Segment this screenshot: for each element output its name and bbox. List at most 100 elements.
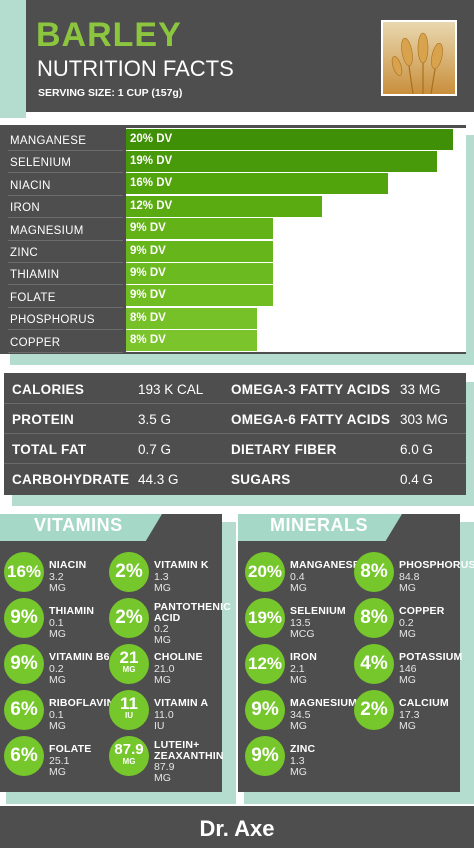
dv-bar	[126, 128, 453, 150]
nutrient-name: MANGANESE	[290, 559, 361, 571]
fact-label: TOTAL FAT	[12, 442, 87, 457]
nutrient-name: ZINC	[290, 743, 316, 755]
fact-label: PROTEIN	[12, 412, 75, 427]
nutrient-circle: 2%	[109, 598, 149, 638]
nutrient-percent: 2%	[115, 561, 143, 582]
nutrient-amount: 0.2 MG	[49, 663, 66, 686]
nutrient-percent: 2%	[360, 699, 388, 720]
nutrient-name: LUTEIN+ ZEAXANTHIN	[154, 739, 224, 762]
nutrient-percent: 21	[119, 648, 139, 667]
fact-label: CARBOHYDRATE	[12, 472, 130, 487]
serving-size: SERVING SIZE: 1 CUP (157g)	[38, 87, 183, 99]
nutrient-name: CHOLINE	[154, 651, 203, 663]
dv-bar-label: 9% DV	[130, 289, 166, 302]
fact-label: OMEGA-3 FATTY ACIDS	[231, 382, 391, 397]
nutrient-name: VITAMIN K	[154, 559, 209, 571]
dv-bar	[126, 195, 323, 217]
nutrient-name: COPPER	[399, 605, 445, 617]
nutrient-amount: 21.0 MG	[154, 663, 175, 686]
facts-table: CALORIES 193 K CAL OMEGA-3 FATTY ACIDS 3…	[4, 373, 466, 495]
nutrient-amount: 25.1 MG	[49, 755, 70, 778]
facts-row: CALORIES 193 K CAL OMEGA-3 FATTY ACIDS 3…	[4, 375, 466, 404]
minerals-title: MINERALS	[270, 515, 368, 535]
facts-row: CARBOHYDRATE 44.3 G SUGARS 0.4 G	[4, 465, 466, 494]
nutrient-circle: 9%	[4, 598, 44, 638]
nutrient-name: IRON	[290, 651, 318, 663]
vitamins-ribbon	[0, 514, 162, 541]
fact-value: 0.4 G	[400, 472, 434, 487]
nutrient-amount: 0.2 MG	[399, 617, 416, 640]
nutrient-unit: MG	[122, 665, 136, 674]
nutrient-percent: 9%	[251, 699, 279, 720]
nutrient-percent: 9%	[10, 653, 38, 674]
nutrient-circle: 8%	[354, 552, 394, 592]
nutrient-percent: 9%	[10, 607, 38, 628]
dv-label: NIACIN	[8, 175, 123, 196]
nutrient-amount: 0.1 MG	[49, 709, 66, 732]
dv-bar	[126, 330, 257, 352]
nutrient-percent: 4%	[360, 653, 388, 674]
nutrient-percent: 8%	[360, 607, 388, 628]
dv-label: IRON	[8, 197, 123, 219]
nutrient-name: VITAMIN A	[154, 697, 209, 709]
dv-label: ZINC	[8, 242, 123, 263]
facts-row: TOTAL FAT 0.7 G DIETARY FIBER 6.0 G	[4, 435, 466, 464]
fact-value: 44.3 G	[138, 472, 179, 487]
dv-bar-label: 9% DV	[130, 244, 166, 257]
nutrient-amount: 0.1 MG	[49, 617, 66, 640]
fact-value: 193 K CAL	[138, 382, 204, 397]
fact-value: 303 MG	[400, 412, 449, 427]
nutrient-unit: MG	[122, 757, 136, 766]
vitamins-title: VITAMINS	[34, 515, 123, 535]
nutrient-circle: 20%	[245, 552, 285, 592]
fact-value: 6.0 G	[400, 442, 434, 457]
nutrient-circle: 16%	[4, 552, 44, 592]
nutrient-name: SELENIUM	[290, 605, 346, 617]
dv-label: MANGANESE	[8, 130, 123, 151]
nutrient-name: RIBOFLAVIN	[49, 697, 115, 709]
nutrient-percent: 87.9	[114, 741, 144, 758]
nutrient-amount: 1.3 MG	[154, 571, 171, 594]
nutrient-amount: 11.0 IU	[154, 709, 174, 732]
nutrient-circle: 21 MG	[109, 644, 149, 684]
nutrient-percent: 6%	[10, 699, 38, 720]
nutrient-amount: 3.2 MG	[49, 571, 66, 594]
nutrient-amount: 13.5 MCG	[290, 617, 315, 640]
brand-logo: Dr. Axe	[199, 816, 275, 841]
nutrient-circle: 9%	[245, 736, 285, 776]
dv-bar	[126, 173, 388, 195]
dv-bar	[126, 307, 257, 329]
dv-bar	[126, 262, 274, 284]
dv-label: FOLATE	[8, 287, 123, 308]
dv-bar-label: 8% DV	[130, 334, 166, 347]
nutrient-circle: 11 IU	[109, 690, 149, 730]
dv-bar-label: 8% DV	[130, 311, 166, 324]
nutrient-name: NIACIN	[49, 559, 87, 571]
nutrient-circle: 9%	[4, 644, 44, 684]
nutrient-name: VITAMIN B6	[49, 651, 110, 663]
nutrient-circle: 87.9 MG	[109, 736, 149, 776]
nutrient-amount: 87.9 MG	[154, 761, 175, 784]
page-title: BARLEY	[36, 16, 182, 54]
fact-label: DIETARY FIBER	[231, 442, 337, 457]
nutrient-name: THIAMIN	[49, 605, 95, 617]
dv-label: PHOSPHORUS	[8, 309, 123, 331]
fact-label: SUGARS	[231, 472, 291, 487]
nutrient-circle: 6%	[4, 690, 44, 730]
nutrient-name: CALCIUM	[399, 697, 449, 709]
nutrient-amount: 146 MG	[399, 663, 417, 686]
dv-label: THIAMIN	[8, 264, 123, 286]
nutrient-circle: 12%	[245, 644, 285, 684]
dv-bar-label: 20% DV	[130, 132, 173, 145]
nutrient-percent: 8%	[360, 561, 388, 582]
nutrient-percent: 16%	[6, 562, 42, 581]
nutrient-circle: 4%	[354, 644, 394, 684]
footer-bar	[0, 806, 474, 848]
facts-row: PROTEIN 3.5 G OMEGA-6 FATTY ACIDS 303 MG	[4, 405, 466, 434]
barley-photo	[381, 20, 457, 96]
dv-bar	[126, 150, 437, 172]
fact-label: CALORIES	[12, 382, 85, 397]
dv-label: SELENIUM	[8, 152, 123, 174]
dv-bar-area: 20% DV 19% DV 16% DV 12% DV 9% DV 9% DV 9% DV 9…	[126, 128, 466, 352]
nutrient-unit: IU	[125, 711, 133, 720]
